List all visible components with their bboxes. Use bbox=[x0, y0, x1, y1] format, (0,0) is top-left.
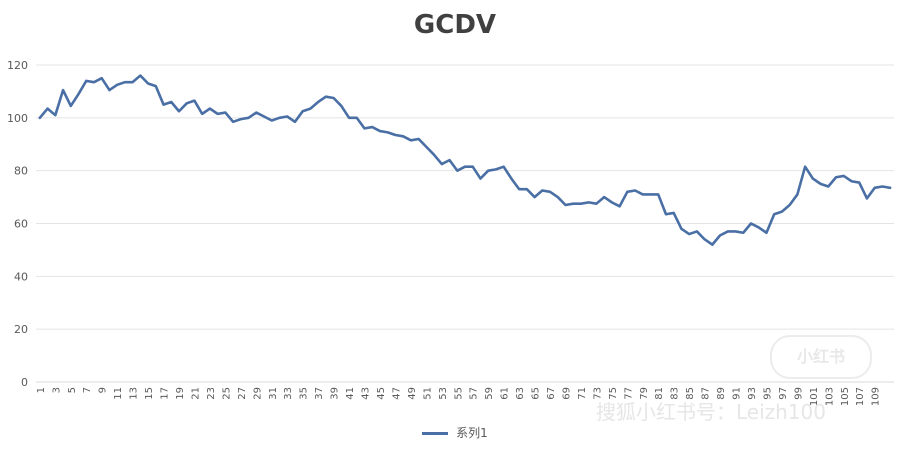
x-tick-label: 93 bbox=[747, 387, 758, 400]
x-tick-label: 37 bbox=[314, 387, 325, 400]
x-tick-label: 83 bbox=[670, 387, 681, 400]
x-tick-label: 29 bbox=[252, 387, 263, 400]
x-tick-label: 45 bbox=[376, 387, 387, 400]
x-tick-label: 61 bbox=[500, 387, 511, 400]
x-tick-label: 53 bbox=[438, 387, 449, 400]
y-tick-label: 40 bbox=[14, 270, 28, 283]
x-tick-label: 87 bbox=[701, 387, 712, 400]
x-tick-label: 13 bbox=[129, 387, 140, 400]
x-tick-label: 51 bbox=[422, 387, 433, 400]
x-tick-label: 43 bbox=[361, 387, 372, 400]
x-tick-label: 95 bbox=[762, 387, 773, 400]
x-tick-label: 55 bbox=[453, 387, 464, 400]
x-tick-label: 81 bbox=[654, 387, 665, 400]
x-tick-label: 75 bbox=[608, 387, 619, 400]
x-tick-label: 79 bbox=[639, 387, 650, 400]
x-tick-label: 1 bbox=[36, 387, 47, 393]
x-tick-label: 77 bbox=[623, 387, 634, 400]
x-tick-label: 105 bbox=[840, 387, 851, 406]
chart-title: GCDV bbox=[413, 10, 497, 40]
x-tick-label: 99 bbox=[793, 387, 804, 400]
x-tick-label: 71 bbox=[577, 387, 588, 400]
series-line bbox=[38, 74, 892, 246]
x-tick-label: 85 bbox=[685, 387, 696, 400]
x-tick-label: 23 bbox=[206, 387, 217, 400]
y-tick-label: 80 bbox=[14, 165, 28, 178]
x-tick-label: 65 bbox=[531, 387, 542, 400]
x-tick-label: 3 bbox=[51, 387, 62, 393]
y-tick-label: 60 bbox=[14, 218, 28, 231]
x-tick-label: 19 bbox=[175, 387, 186, 400]
x-tick-label: 41 bbox=[345, 387, 356, 400]
x-tick-label: 35 bbox=[299, 387, 310, 400]
x-tick-label: 73 bbox=[592, 387, 603, 400]
x-tick-label: 101 bbox=[809, 387, 820, 406]
x-tick-label: 89 bbox=[716, 387, 727, 400]
y-tick-label: 120 bbox=[7, 59, 28, 72]
x-tick-label: 7 bbox=[82, 387, 93, 393]
legend: 系列1 bbox=[0, 424, 910, 441]
x-tick-label: 91 bbox=[732, 387, 743, 400]
x-tick-label: 107 bbox=[855, 387, 866, 406]
x-tick-label: 49 bbox=[407, 387, 418, 400]
x-tick-label: 27 bbox=[237, 387, 248, 400]
legend-swatch bbox=[422, 432, 449, 435]
legend-label: 系列1 bbox=[456, 426, 488, 440]
x-tick-label: 9 bbox=[98, 387, 109, 393]
x-tick-label: 5 bbox=[67, 387, 78, 393]
x-tick-label: 109 bbox=[871, 387, 882, 406]
x-tick-label: 47 bbox=[391, 387, 402, 400]
x-tick-label: 31 bbox=[268, 387, 279, 400]
x-tick-label: 33 bbox=[283, 387, 294, 400]
x-tick-label: 11 bbox=[113, 387, 124, 400]
x-tick-label: 21 bbox=[190, 387, 201, 400]
y-tick-label: 100 bbox=[7, 112, 28, 125]
x-tick-label: 39 bbox=[330, 387, 341, 400]
x-tick-label: 17 bbox=[160, 387, 171, 400]
x-tick-label: 59 bbox=[484, 387, 495, 400]
y-tick-label: 0 bbox=[21, 376, 28, 389]
y-tick-label: 20 bbox=[14, 323, 28, 336]
x-tick-label: 67 bbox=[546, 387, 557, 400]
x-tick-label: 25 bbox=[221, 387, 232, 400]
x-tick-label: 57 bbox=[469, 387, 480, 400]
watermark-text: 搜狐小红书号：Leizh100 bbox=[596, 400, 826, 424]
x-tick-label: 103 bbox=[824, 387, 835, 406]
x-tick-label: 63 bbox=[515, 387, 526, 400]
x-tick-label: 97 bbox=[778, 387, 789, 400]
x-tick-label: 15 bbox=[144, 387, 155, 400]
x-tick-label: 69 bbox=[561, 387, 572, 400]
watermark-logo: 小红书 bbox=[770, 335, 872, 379]
